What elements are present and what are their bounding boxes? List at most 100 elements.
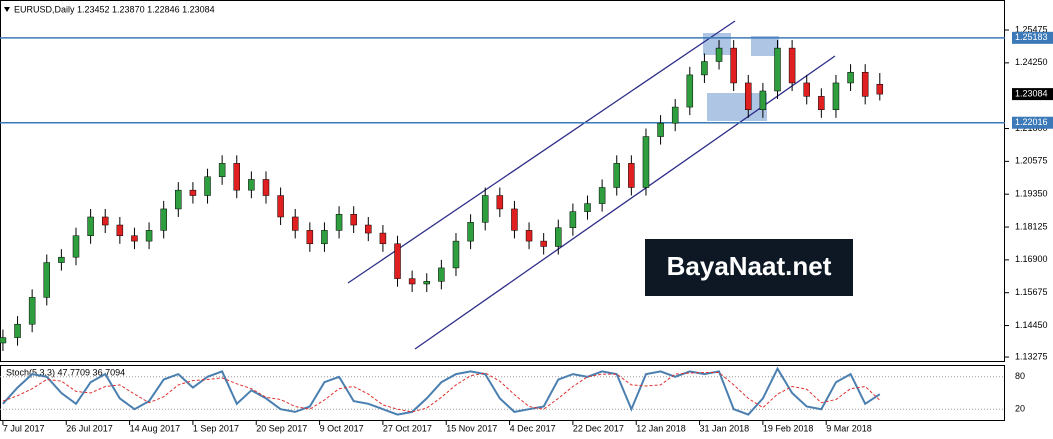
candle-body: [555, 227, 562, 247]
x-tick-label: 19 Feb 2018: [763, 423, 814, 433]
candle-body: [803, 82, 810, 97]
candle-body: [321, 230, 328, 245]
x-tick-label: 15 Nov 2017: [446, 423, 497, 433]
price-tag: [1012, 116, 1053, 129]
candle-body: [452, 240, 460, 269]
x-tick-label: 12 Jan 2018: [636, 423, 686, 433]
candle-body: [598, 187, 606, 204]
candle-body: [642, 136, 650, 188]
candle-body: [116, 224, 124, 236]
candle-body: [14, 323, 21, 338]
candle-body: [218, 163, 226, 178]
candle-body: [262, 179, 270, 196]
candle-body: [189, 189, 197, 196]
x-tick-label: 20 Sep 2017: [256, 423, 307, 433]
candle-body: [423, 281, 430, 285]
highlight-box: [707, 93, 767, 121]
candle-body: [291, 216, 299, 231]
candle-body: [43, 262, 51, 298]
candle-body: [540, 240, 547, 247]
candle-body: [204, 176, 211, 196]
y-tick-label: 1.19350: [1015, 189, 1048, 199]
x-tick-label: 9 Mar 2018: [826, 423, 872, 433]
y-tick-label: 1.15675: [1015, 287, 1048, 297]
watermark: BayaNaat.net: [645, 239, 853, 296]
channel-line: [347, 20, 736, 284]
chart-title: EURUSD,Daily 1.23452 1.23870 1.22846 1.2…: [14, 4, 215, 14]
candle-body: [657, 122, 664, 137]
y-tick-label: 1.14450: [1015, 320, 1048, 330]
candle-body: [72, 235, 80, 258]
x-tick-label: 4 Dec 2017: [510, 423, 556, 433]
x-tick-label: 31 Jan 2018: [700, 423, 750, 433]
x-tick-label: 7 Jul 2017: [3, 423, 45, 433]
y-tick-label: 1.25475: [1015, 24, 1048, 34]
candle-body: [701, 61, 708, 76]
candle-body: [58, 256, 65, 263]
y-tick-label: 1.13275: [1015, 351, 1048, 361]
candle-body: [350, 214, 357, 226]
x-tick-label: 14 Aug 2017: [130, 423, 181, 433]
candle-body: [145, 230, 153, 242]
price-tag: [1012, 88, 1053, 101]
price-tag-label: 1.23084: [1015, 88, 1048, 98]
stoch-title: Stoch(5,3,3) 47.7709 36.7094: [6, 367, 125, 377]
highlight-box: [751, 36, 779, 56]
candle-body: [277, 195, 284, 218]
candle-body: [365, 224, 372, 234]
candle-body: [745, 82, 752, 111]
candle-body: [569, 211, 577, 228]
candle-body: [408, 278, 416, 285]
x-tick-label: 26 Jul 2017: [66, 423, 113, 433]
stoch-line: [2, 366, 881, 416]
candle-body: [759, 90, 767, 111]
x-tick-label: 22 Dec 2017: [573, 423, 624, 433]
y-tick-label: 1.16900: [1015, 254, 1048, 264]
price-tag-label: 1.22016: [1015, 117, 1048, 127]
y-tick-label: 20: [1015, 404, 1025, 414]
candle-body: [847, 71, 854, 84]
candle-body: [832, 82, 840, 111]
candle-body: [613, 163, 620, 188]
candle-body: [394, 243, 401, 279]
candle-body: [715, 47, 723, 62]
y-tick-label: 80: [1015, 371, 1025, 381]
watermark-text: BayaNaat.net: [667, 251, 832, 281]
candle-body: [671, 106, 679, 124]
candle-body: [233, 163, 241, 191]
y-tick-label: 1.20575: [1015, 156, 1048, 166]
channel-line: [414, 55, 836, 350]
candle-body: [730, 47, 737, 84]
candle-body: [861, 71, 869, 97]
candle-body: [467, 222, 474, 242]
candle-body: [774, 47, 781, 92]
candle-body: [628, 163, 635, 188]
candle-body: [131, 235, 138, 242]
y-tick-label: 1.18125: [1015, 221, 1048, 231]
candle-body: [28, 297, 36, 325]
candle-body: [175, 189, 182, 210]
main-frame: [0, 0, 1005, 362]
candle-body: [481, 195, 489, 223]
candle-body: [876, 83, 884, 95]
candle-body: [438, 267, 445, 282]
x-tick-label: 9 Oct 2017: [320, 423, 364, 433]
y-tick-label: 1.24250: [1015, 57, 1048, 67]
stoch-frame: [0, 365, 1005, 421]
candle-body: [496, 195, 504, 210]
candle-body: [525, 230, 533, 242]
candle-body: [306, 230, 314, 245]
candle-body: [87, 216, 94, 236]
x-tick-label: 27 Oct 2017: [383, 423, 432, 433]
candle-body: [101, 216, 109, 226]
candle-body: [584, 203, 591, 212]
title-icon: [4, 7, 10, 12]
x-tick-label: 1 Sep 2017: [193, 423, 239, 433]
candle-body: [160, 208, 167, 231]
candle-body: [686, 74, 694, 108]
candle-body: [248, 179, 255, 191]
candle-body: [818, 96, 825, 111]
candle-body: [511, 208, 518, 231]
candle-body: [335, 214, 343, 231]
